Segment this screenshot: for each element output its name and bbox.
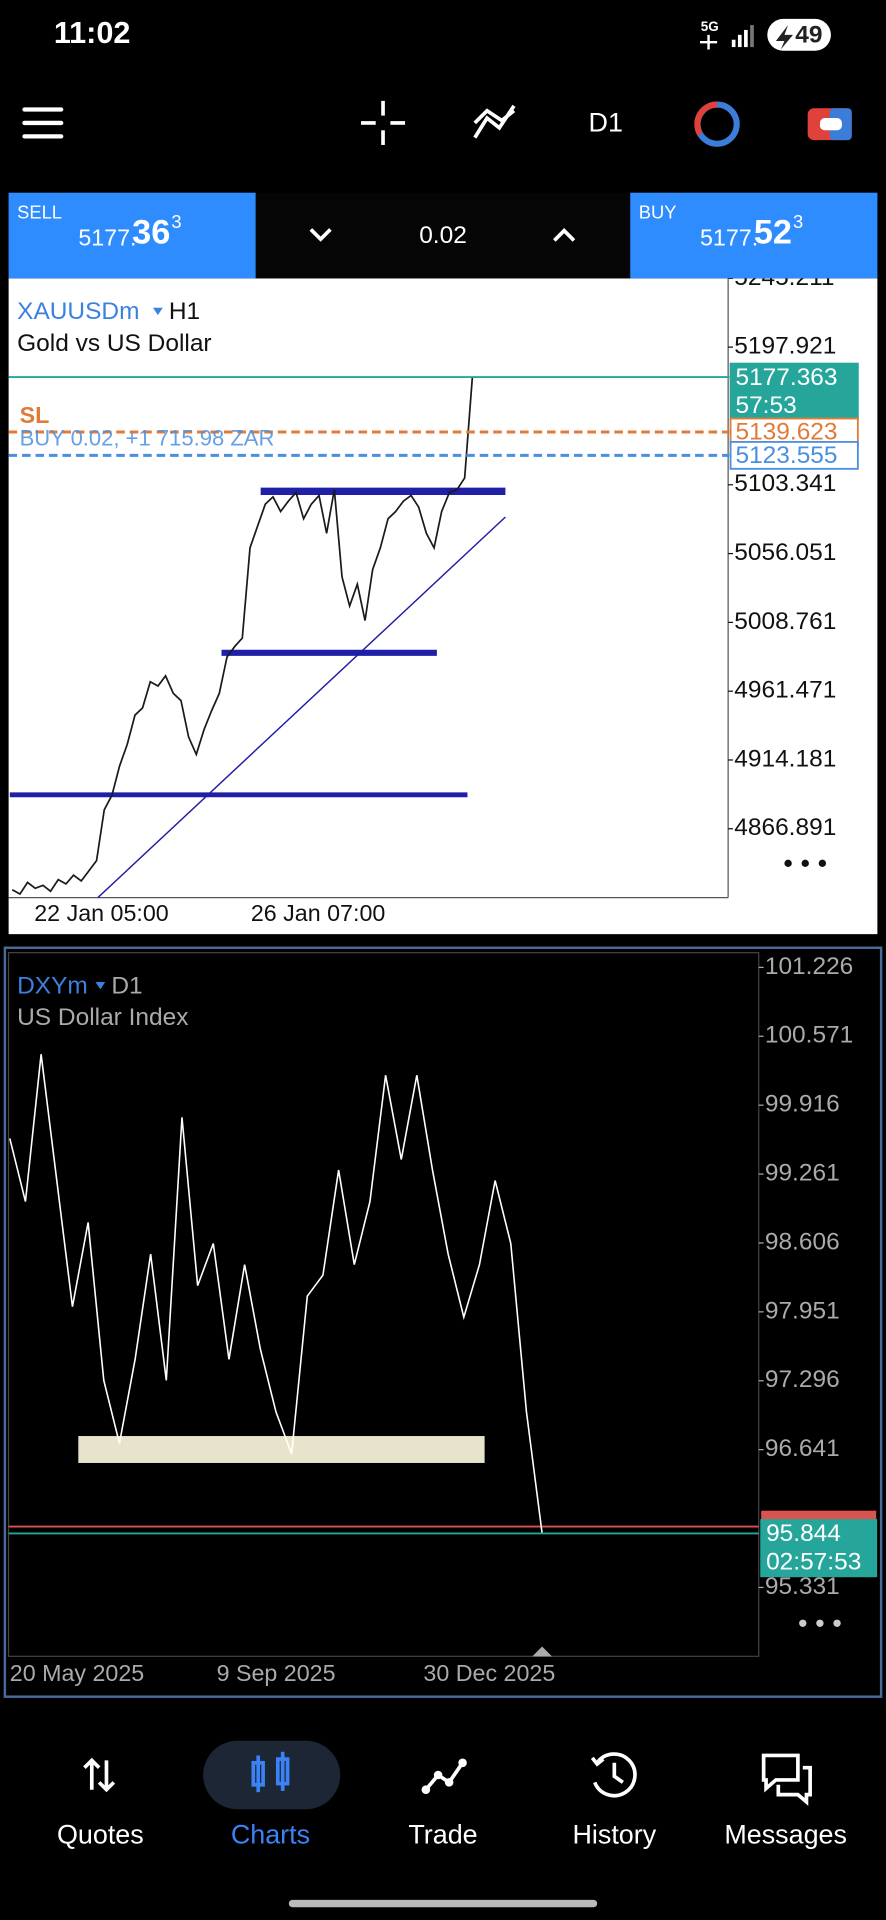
signal-icon <box>731 25 754 48</box>
price-tag <box>729 417 859 447</box>
price-tag <box>729 362 859 421</box>
dxy-chart-frame[interactable] <box>3 946 883 1698</box>
price-line <box>9 1054 543 1534</box>
trend-line <box>97 516 506 899</box>
lot-decrease[interactable] <box>309 228 332 242</box>
symbol[interactable]: DXYm <box>17 972 88 999</box>
battery-icon <box>767 18 831 51</box>
menu-button[interactable] <box>22 107 64 139</box>
x-tick-label: 9 Sep 2025 <box>217 1660 336 1686</box>
y-tick-label: 4914.181 <box>734 745 836 772</box>
gold-chart[interactable]: 5245.211 5197.921 5103.341 5056.051 5008.761… <box>8 264 878 935</box>
quotes-icon[interactable] <box>83 1757 116 1793</box>
nav-charts[interactable]: Charts <box>231 1819 310 1849</box>
sell-price-main: 5177. <box>78 224 136 250</box>
demand-zone <box>78 1436 485 1463</box>
y-tick-label: 5103.341 <box>734 470 836 497</box>
lot-size[interactable]: 0.02 <box>419 222 467 249</box>
y-tick-label: 5008.761 <box>734 608 836 635</box>
y-tick-label: 5245.211 <box>734 264 834 291</box>
sell-label: SELL <box>17 201 62 222</box>
buy-price-big: 52 <box>754 213 792 251</box>
position-label: BUY 0.02, +1 715.98 ZAR <box>20 426 275 451</box>
x-tick-label: 26 Jan 07:00 <box>251 900 386 926</box>
active-tab-pill <box>203 1740 341 1810</box>
timeframe-button[interactable]: D1 <box>589 107 623 137</box>
timeframe: H1 <box>169 298 200 325</box>
sell-button[interactable] <box>8 192 256 279</box>
trade-icon[interactable] <box>421 1758 467 1794</box>
lot-increase[interactable] <box>553 228 576 242</box>
y-tick-label: 101.226 <box>765 953 853 980</box>
y-tick-label: 97.296 <box>765 1366 840 1393</box>
y-tick-label: 97.951 <box>765 1297 840 1324</box>
shift-marker[interactable] <box>532 1646 552 1657</box>
sl-label: SL <box>20 402 50 428</box>
y-tick-label: 5197.921 <box>734 333 836 360</box>
y-tick-label: 4961.471 <box>734 677 836 704</box>
nav-trade[interactable]: Trade <box>408 1819 477 1849</box>
price-line <box>11 377 474 896</box>
crosshair-button[interactable] <box>361 100 406 145</box>
buy-price-main: 5177. <box>700 224 758 250</box>
y-tick-label: 95.331 <box>765 1573 840 1600</box>
price-tag-label: 95.844 <box>766 1520 841 1547</box>
x-tick-label: 20 May 2025 <box>10 1660 144 1686</box>
symbol[interactable]: XAUUSDm <box>17 298 139 325</box>
price-tag <box>760 1519 878 1578</box>
price-tag-label: 5177.363 <box>735 364 837 391</box>
timeframe: D1 <box>111 972 142 999</box>
more-button[interactable] <box>784 859 827 867</box>
trade-button[interactable] <box>807 108 852 141</box>
home-indicator <box>288 1899 598 1908</box>
more-button[interactable] <box>799 1619 841 1627</box>
nav-quotes[interactable]: Quotes <box>57 1819 144 1849</box>
charts-icon[interactable] <box>251 1751 290 1793</box>
x-tick-label: 22 Jan 05:00 <box>34 900 169 926</box>
clock: 11:02 <box>54 16 131 50</box>
y-tick-label: 99.261 <box>765 1160 840 1187</box>
nav-messages[interactable]: Messages <box>724 1819 847 1849</box>
y-tick-label: 98.606 <box>765 1228 840 1255</box>
charging-bolt <box>775 25 793 50</box>
messages-icon[interactable] <box>761 1753 812 1806</box>
sell-price-big: 36 <box>132 213 170 251</box>
symbol-dropdown[interactable] <box>152 307 163 316</box>
network-type: 5G <box>701 19 719 34</box>
countdown: 57:53 <box>735 392 796 419</box>
price-tag <box>729 440 859 470</box>
buy-price-sup: 3 <box>793 211 803 232</box>
symbol-description: Gold vs US Dollar <box>17 330 211 357</box>
y-tick-label: 5056.051 <box>734 539 836 566</box>
y-tick-label: 99.916 <box>765 1091 840 1118</box>
dxy-chart[interactable]: 101.226 100.571 99.916 99.261 98.606 97.951 97… <box>7 952 878 1686</box>
buy-button[interactable] <box>630 192 878 279</box>
history-icon[interactable] <box>590 1752 637 1798</box>
symbol-description: US Dollar Index <box>17 1004 188 1031</box>
y-tick-label: 4866.891 <box>734 814 836 841</box>
countdown: 02:57:53 <box>766 1548 861 1575</box>
sell-price-sup: 3 <box>171 211 181 232</box>
indicators-button[interactable] <box>473 104 516 139</box>
nav-history[interactable]: History <box>572 1819 656 1849</box>
plot-border <box>7 952 760 1657</box>
symbol-dropdown[interactable] <box>95 982 106 990</box>
y-tick-label: 96.641 <box>765 1435 840 1462</box>
battery-level: 49 <box>795 22 822 49</box>
objects-button[interactable] <box>694 101 740 147</box>
price-tag-label: 5123.555 <box>735 442 837 469</box>
buy-label: BUY <box>639 201 677 222</box>
data-arrows <box>699 34 718 50</box>
x-tick-label: 30 Dec 2025 <box>423 1660 555 1686</box>
y-tick-label: 100.571 <box>765 1022 853 1049</box>
